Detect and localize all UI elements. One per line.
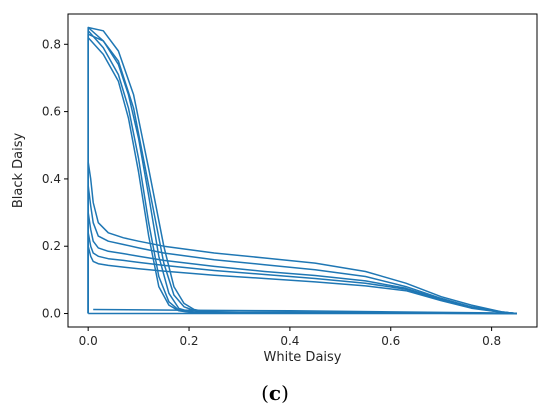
y-tick-label: 0.2 (42, 239, 61, 253)
caption-close: ) (281, 381, 289, 405)
trajectory-line-8 (87, 211, 517, 315)
caption-letter: c (268, 381, 282, 405)
trajectory-line-7 (87, 184, 517, 315)
x-tick-label: 0.2 (179, 334, 198, 348)
y-tick-label: 0.4 (42, 172, 61, 186)
x-axis-label: White Daisy (264, 350, 342, 365)
trajectory-line-3 (87, 36, 517, 315)
y-tick-label: 0.6 (42, 105, 61, 119)
trajectory-line-6 (87, 161, 517, 315)
phase-plot: 0.0 0.2 0.4 0.6 0.8 0.0 0.2 0.4 0.6 0.8 White Da… (11, 13, 538, 365)
y-tick-label: 0.0 (42, 307, 61, 321)
x-tick-label: 0.6 (381, 334, 400, 348)
plot-frame (67, 13, 538, 328)
caption-open: ( (261, 381, 269, 405)
x-tick-label: 0.4 (280, 334, 299, 348)
x-axis-ticks: 0.0 0.2 0.4 0.6 0.8 (79, 327, 501, 348)
y-axis-ticks: 0.0 0.2 0.4 0.6 0.8 (42, 37, 68, 321)
series-lines (87, 26, 517, 315)
x-tick-label: 0.0 (79, 334, 98, 348)
trajectory-line-5 (87, 33, 517, 315)
trajectory-line-10 (87, 245, 517, 315)
trajectory-line-2 (87, 30, 517, 315)
x-tick-label: 0.8 (482, 334, 501, 348)
y-tick-label: 0.8 (42, 37, 61, 51)
figure-caption: (c) (0, 381, 550, 405)
y-axis-label: Black Daisy (11, 133, 26, 209)
